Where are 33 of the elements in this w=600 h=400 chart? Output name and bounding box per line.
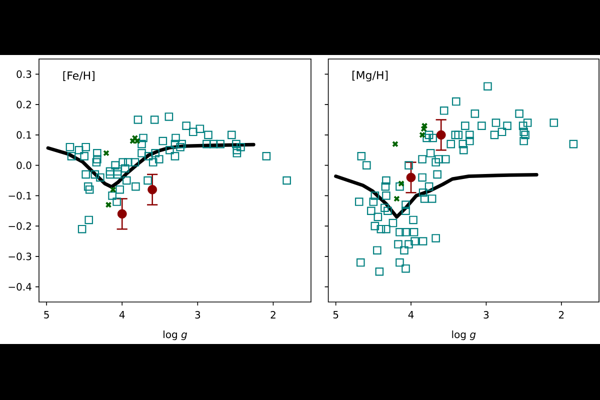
point bbox=[421, 122, 428, 130]
text: [Fe/H] bbox=[63, 71, 94, 82]
x-tick-label: 3 bbox=[484, 311, 489, 319]
text: [Mg/H] bbox=[352, 70, 388, 82]
x-tick-label: 4 bbox=[119, 311, 125, 318]
y-tick-label: −0.2 bbox=[8, 222, 31, 230]
point bbox=[406, 172, 416, 182]
x-tick-label: 2 bbox=[270, 311, 276, 318]
x-tick-label: 2 bbox=[558, 311, 564, 318]
point bbox=[392, 140, 398, 148]
point bbox=[110, 186, 116, 193]
point bbox=[398, 180, 404, 187]
y-tick-label: 0.2 bbox=[16, 100, 31, 108]
y-tick-label: −0.3 bbox=[8, 252, 32, 260]
x-tick-label: 3 bbox=[195, 311, 200, 319]
y-tick-label: −0.4 bbox=[8, 283, 32, 291]
point bbox=[103, 150, 110, 156]
point bbox=[419, 132, 426, 138]
point bbox=[436, 130, 446, 140]
x-axis-title: log g bbox=[164, 330, 188, 340]
x-tick-label: 5 bbox=[333, 311, 338, 318]
y-tick-label: 0.0 bbox=[16, 162, 32, 170]
y-tick-label: 0.1 bbox=[16, 131, 32, 139]
point bbox=[117, 209, 127, 219]
x-tick-label: 5 bbox=[44, 311, 49, 318]
point bbox=[420, 126, 427, 132]
y-tick-label: −0.1 bbox=[8, 192, 32, 200]
x-tick-label: 4 bbox=[408, 311, 414, 318]
point bbox=[394, 196, 400, 202]
point bbox=[105, 202, 112, 208]
x-axis-title: log g bbox=[452, 330, 476, 340]
y-tick-label: 0.3 bbox=[16, 70, 32, 78]
point bbox=[148, 184, 158, 194]
